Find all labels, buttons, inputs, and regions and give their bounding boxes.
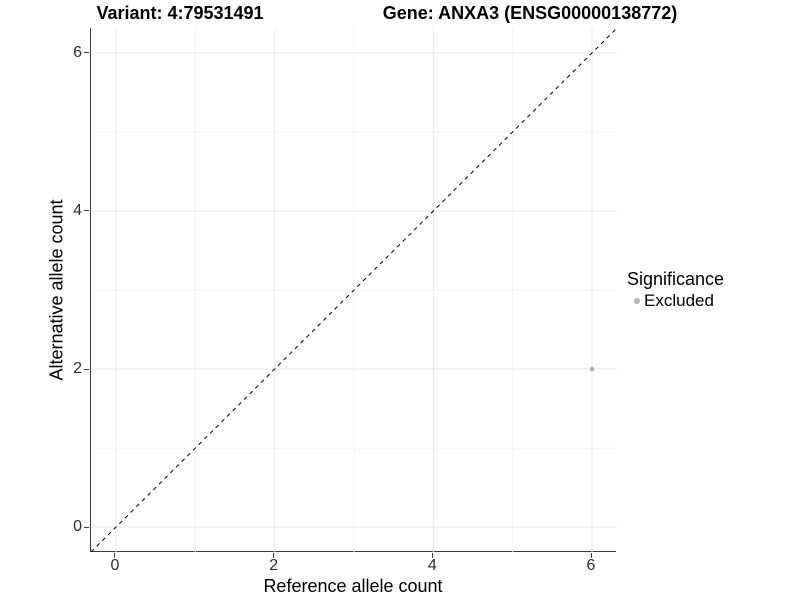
y-axis-tick-mark bbox=[84, 368, 89, 370]
x-axis-tick-mark bbox=[590, 553, 592, 558]
y-axis-tick-mark bbox=[84, 526, 89, 528]
x-axis-title: Reference allele count bbox=[263, 576, 443, 596]
x-axis-tick-label: 6 bbox=[586, 557, 596, 574]
y-axis-tick-label: 0 bbox=[73, 518, 82, 536]
legend-item-excluded: Excluded bbox=[627, 291, 724, 311]
plot-canvas bbox=[91, 28, 617, 552]
x-axis-tick-mark bbox=[114, 553, 116, 558]
x-axis-tick-label: 2 bbox=[269, 557, 279, 574]
plot-title-gene: Gene: ANXA3 (ENSG00000138772) bbox=[382, 3, 678, 23]
plot-panel bbox=[90, 28, 617, 552]
data-point bbox=[589, 366, 595, 372]
legend-title: Significance bbox=[627, 269, 725, 289]
y-axis-title: Alternative allele count bbox=[46, 199, 67, 381]
y-axis-tick-label: 2 bbox=[73, 360, 82, 378]
plot-title-variant: Variant: 4:79531491 bbox=[96, 3, 264, 23]
legend-point-icon bbox=[634, 298, 640, 304]
x-axis-tick-mark bbox=[431, 553, 433, 558]
x-axis-tick-label: 0 bbox=[110, 557, 120, 574]
y-axis-tick-mark bbox=[84, 210, 89, 212]
x-axis-tick-label: 4 bbox=[427, 557, 437, 574]
legend: Significance Excluded bbox=[627, 269, 724, 311]
legend-item-label: Excluded bbox=[644, 291, 714, 310]
x-axis-tick-mark bbox=[273, 553, 275, 558]
y-axis-tick-label: 6 bbox=[73, 43, 82, 61]
y-axis-tick-mark bbox=[84, 52, 89, 54]
y-axis-tick-label: 4 bbox=[73, 201, 82, 219]
identity-dashed-line bbox=[91, 28, 617, 552]
